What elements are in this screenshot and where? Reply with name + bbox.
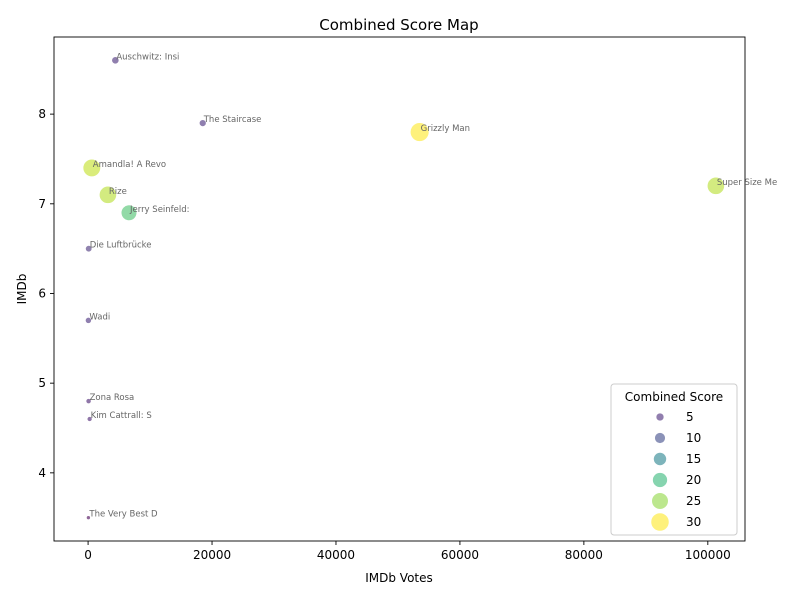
legend-label: 15 — [686, 452, 701, 466]
point-label: Rize — [109, 187, 127, 197]
point-labels: Auschwitz: Insi The Staircase Grizzly Man S… — [88, 52, 777, 519]
x-axis: 0 20000 40000 60000 80000 100000 — [84, 541, 731, 562]
legend-entries: 5 10 15 20 25 30 — [650, 410, 701, 532]
y-axis-label: IMDb — [15, 274, 29, 305]
point-label: The Staircase — [203, 115, 262, 125]
point-label: Kim Cattrall: S — [91, 411, 152, 421]
scatter-point — [98, 185, 118, 204]
plot-area — [53, 36, 746, 542]
legend-box — [610, 383, 738, 536]
legend-label: 10 — [686, 431, 701, 445]
legend-marker — [650, 512, 670, 532]
scatter-point — [82, 158, 102, 178]
scatter-point — [198, 119, 207, 128]
legend-label: 5 — [686, 410, 694, 424]
x-tick-label: 0 — [84, 548, 92, 562]
point-label: The Very Best D — [88, 510, 158, 520]
x-tick-label: 80000 — [565, 548, 603, 562]
point-label: Auschwitz: Insi — [116, 52, 179, 62]
x-tick-label: 60000 — [441, 548, 479, 562]
point-label: Grizzly Man — [421, 124, 470, 134]
legend-marker — [655, 412, 665, 422]
legend-marker — [652, 472, 668, 488]
scatter-point — [86, 416, 93, 422]
legend-label: 25 — [686, 494, 701, 508]
scatter-point — [120, 204, 138, 222]
legend-marker — [654, 432, 666, 444]
y-tick-label: 8 — [38, 107, 46, 121]
x-tick-label: 100000 — [685, 548, 731, 562]
scatter-point — [84, 244, 93, 253]
legend-label: 20 — [686, 473, 701, 487]
chart-title: Combined Score Map — [319, 16, 478, 34]
legend-title: Combined Score — [625, 390, 723, 404]
point-label: Zona Rosa — [90, 393, 135, 403]
legend-marker — [651, 492, 669, 510]
x-axis-label: IMDb Votes — [365, 571, 433, 585]
x-tick-label: 20000 — [193, 548, 231, 562]
y-tick-label: 5 — [38, 376, 46, 390]
scatter-point — [111, 56, 120, 65]
y-tick-label: 7 — [38, 197, 46, 211]
plot-frame — [53, 36, 746, 542]
point-label: Super Size Me — [717, 178, 777, 188]
point-label: Jerry Seinfeld: — [129, 205, 190, 215]
scatter-point — [706, 176, 725, 195]
x-tick-label: 40000 — [317, 548, 355, 562]
y-tick-label: 6 — [38, 286, 46, 300]
point-label: Amandla! A Revo — [93, 160, 166, 170]
legend-label: 30 — [686, 515, 701, 529]
scatter-point — [85, 398, 92, 405]
legend: Combined Score 5 10 15 20 25 30 — [610, 383, 738, 536]
scatter-point — [84, 316, 92, 324]
point-label: Wadi — [89, 312, 110, 322]
scatter-point — [409, 122, 430, 142]
point-label: Die Luftbrücke — [90, 241, 152, 251]
y-tick-label: 4 — [38, 466, 46, 480]
scatter-points — [82, 56, 725, 521]
legend-marker — [653, 452, 667, 466]
y-axis: 4 5 6 7 8 — [38, 107, 54, 480]
scatter-point — [85, 515, 91, 521]
